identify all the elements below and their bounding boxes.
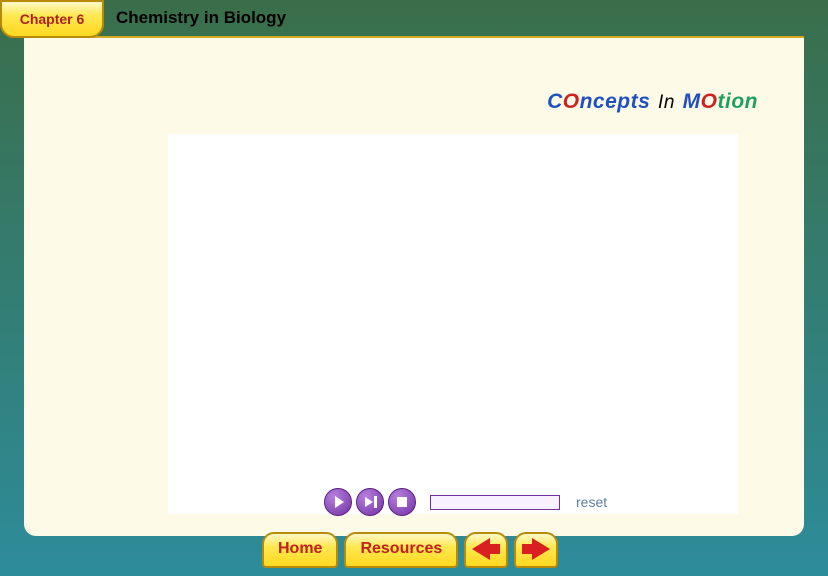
bottom-navigation: Home Resources	[262, 532, 558, 568]
player-controls: reset	[324, 488, 607, 516]
arrow-left-icon	[472, 538, 500, 560]
chapter-title: Chemistry in Biology	[116, 8, 286, 28]
next-button[interactable]	[356, 488, 384, 516]
progress-bar[interactable]	[430, 495, 560, 510]
stop-icon	[397, 497, 407, 507]
resources-button[interactable]: Resources	[344, 532, 458, 568]
play-icon	[335, 496, 344, 508]
arrow-right-icon	[522, 538, 550, 560]
back-button[interactable]	[464, 532, 508, 568]
chapter-label: Chapter 6	[20, 11, 85, 27]
animation-canvas	[168, 134, 738, 514]
home-button[interactable]: Home	[262, 532, 338, 568]
content-panel: COncepts In MOtion reset	[24, 36, 804, 536]
play-button[interactable]	[324, 488, 352, 516]
chapter-tab[interactable]: Chapter 6	[0, 0, 104, 38]
stop-button[interactable]	[388, 488, 416, 516]
skip-icon	[365, 496, 377, 508]
forward-button[interactable]	[514, 532, 558, 568]
home-label: Home	[278, 540, 322, 558]
reset-button[interactable]: reset	[576, 494, 607, 510]
concepts-in-motion-logo: COncepts In MOtion	[547, 90, 758, 114]
slide-frame: Chapter 6 Chemistry in Biology COncepts …	[0, 0, 828, 576]
resources-label: Resources	[360, 540, 442, 558]
